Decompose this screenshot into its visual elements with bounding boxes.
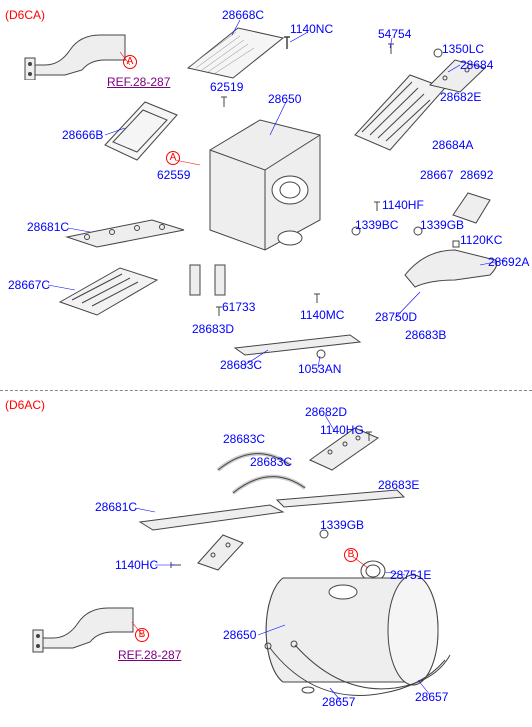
label-1140HF: 1140HF [382, 198, 424, 212]
label-28683E: 28683E [378, 478, 419, 492]
part-bracket-28681C [62, 215, 192, 255]
label-1120KC: 1120KC [460, 233, 502, 247]
label-28683B: 28683B [405, 328, 446, 342]
label-1350LC: 1350LC [442, 42, 484, 56]
fastener-1140HC [168, 558, 184, 572]
label-1140HC: 1140HC [115, 558, 158, 572]
label-28750D: 28750D [375, 310, 417, 324]
label-28692A: 28692A [488, 255, 529, 269]
marker-B-2: B [135, 628, 149, 642]
label-28650-bottom: 28650 [223, 628, 256, 642]
label-1140MC: 1140MC [300, 308, 344, 322]
label-54754: 54754 [378, 27, 411, 41]
label-62519: 62519 [210, 80, 243, 94]
label-28751E: 28751E [390, 568, 431, 582]
part-bracket-1140HC [188, 525, 253, 580]
label-28650-top: 28650 [268, 92, 301, 106]
label-28682D: 28682D [305, 405, 347, 419]
label-28681C-bottom: 28681C [95, 500, 137, 514]
label-1140NC: 1140NC [290, 22, 333, 36]
label-28683C-b1: 28683C [223, 432, 265, 446]
label-28684A: 28684A [432, 138, 473, 152]
label-28666B: 28666B [62, 128, 103, 142]
fastener-1140HG [362, 430, 376, 444]
label-28692: 28692 [460, 168, 493, 182]
label-28683C-top: 28683C [220, 358, 262, 372]
fastener-54754 [384, 42, 398, 58]
part-top-cover [178, 18, 293, 88]
label-28682E: 28682E [440, 90, 481, 104]
label-28667C: 28667C [8, 278, 50, 292]
label-28684: 28684 [460, 58, 493, 72]
label-61733: 61733 [222, 300, 255, 314]
marker-A-2: A [166, 151, 180, 165]
label-28667: 28667 [420, 168, 453, 182]
label-1053AN: 1053AN [298, 362, 341, 376]
label-1339GB-bottom: 1339GB [320, 518, 364, 532]
part-bar-28683C [230, 330, 370, 360]
ref-link-bottom[interactable]: REF.28-287 [118, 648, 181, 662]
label-62559: 62559 [157, 168, 190, 182]
part-muffler-box [195, 110, 335, 260]
fastener-1140NC [280, 35, 294, 53]
section-tag-bottom: (D6AC) [5, 398, 45, 412]
label-28668C: 28668C [222, 8, 264, 22]
fastener-62519 [218, 95, 230, 111]
section-divider [0, 390, 532, 391]
label-1140HG: 1140HG [320, 423, 364, 437]
label-28657-1: 28657 [322, 695, 355, 709]
part-shield-28667C [52, 260, 167, 325]
fastener-1053AN [315, 348, 327, 360]
part-elbow-pipe-bottom [28, 590, 148, 655]
ref-link-top[interactable]: REF.28-287 [107, 75, 170, 89]
marker-B-1: B [344, 548, 358, 562]
label-28681C-top: 28681C [27, 220, 69, 234]
label-1339BC: 1339BC [355, 218, 398, 232]
label-28683C-b2: 28683C [250, 455, 292, 469]
fastener-1140MC [310, 292, 324, 306]
label-28683D: 28683D [192, 322, 234, 336]
label-28657-2: 28657 [415, 690, 448, 704]
marker-A-1: A [123, 55, 137, 69]
label-1339GB-top: 1339GB [420, 218, 464, 232]
part-elbow-pipe-top [20, 20, 140, 80]
